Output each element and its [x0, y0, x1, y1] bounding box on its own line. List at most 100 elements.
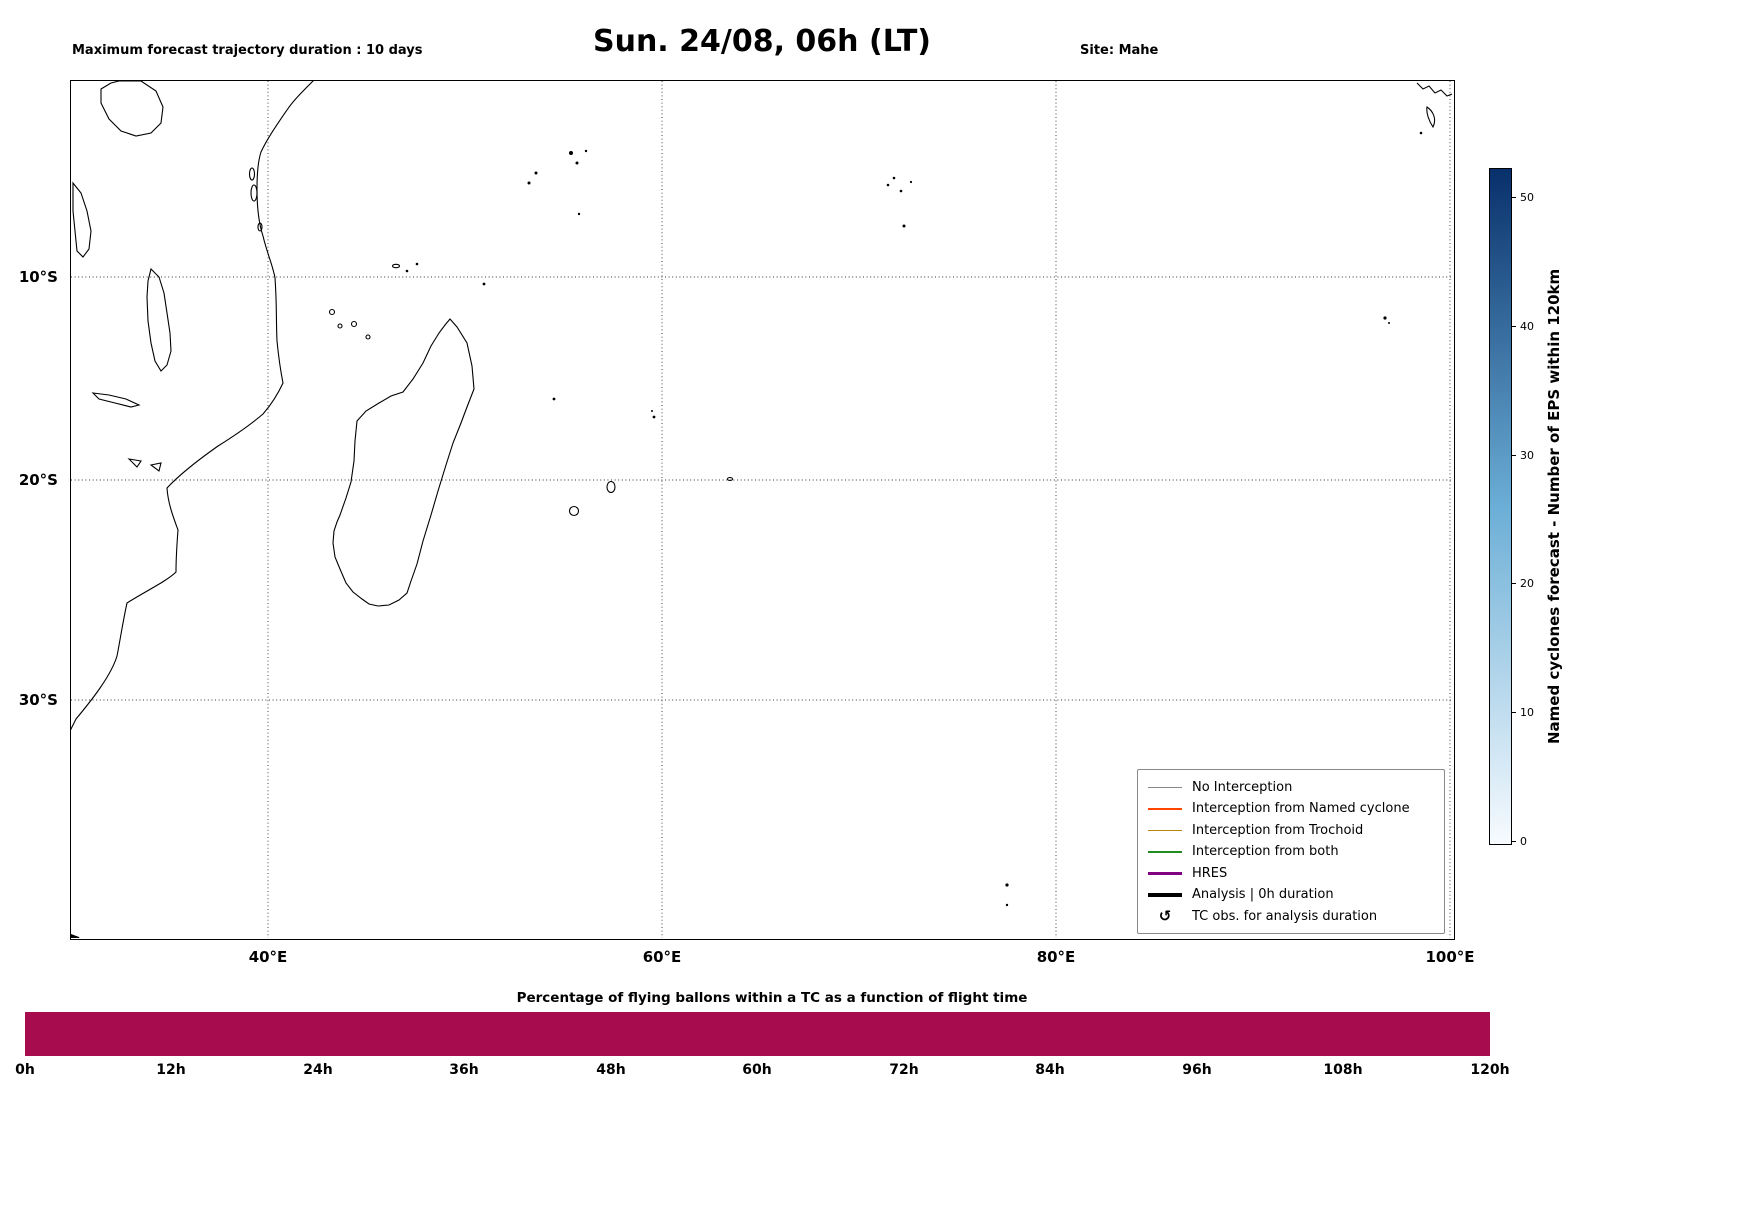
madagascar-coastline: [332, 318, 475, 607]
comoros-island: [328, 308, 336, 316]
amsterdam-island-dot: [1005, 883, 1009, 887]
map-y-tick: 10°S: [18, 268, 58, 286]
flight-time-tick: 24h: [303, 1062, 333, 1078]
colorbar-gradient: [1490, 169, 1511, 844]
flight-time-tick: 36h: [449, 1062, 479, 1078]
site-info-line: Site: Mahe: [1080, 43, 1159, 58]
diego-garcia-dot: [902, 224, 906, 228]
colorbar-tick: [1512, 455, 1516, 456]
pemba-island: [248, 167, 256, 181]
flight-time-tick: 108h: [1323, 1062, 1363, 1078]
legend-swatch: [1148, 808, 1182, 810]
colorbar-tick-label: 10: [1520, 706, 1534, 719]
lake-malawi: [146, 267, 172, 372]
africa-coastline: [71, 81, 314, 731]
cargados-dot: [651, 410, 653, 412]
legend-row: No Interception: [1148, 777, 1434, 799]
island-dots: [71, 131, 1423, 938]
flight-time-tick: 120h: [1470, 1062, 1510, 1078]
colorbar-axis-label: Named cyclones forecast - Number of EPS …: [1545, 268, 1563, 745]
cocos-islands-dot: [1383, 316, 1387, 320]
legend-label: Interception from Named cyclone: [1192, 801, 1410, 817]
seychelles-dot: [575, 161, 579, 165]
legend-row: Interception from Trochoid: [1148, 820, 1434, 842]
comoros-island: [350, 320, 358, 328]
legend-swatch: [1148, 829, 1182, 831]
legend-label: TC obs. for analysis duration: [1192, 908, 1378, 924]
legend-row: Interception from Named cyclone: [1148, 798, 1434, 820]
aldabra-group-dot: [415, 262, 419, 266]
mentawai-dot: [1419, 131, 1423, 135]
legend-label: Analysis | 0h duration: [1192, 887, 1334, 903]
zanzibar-island: [250, 184, 258, 202]
legend-row: ↺ TC obs. for analysis duration: [1148, 906, 1434, 928]
legend-row: HRES: [1148, 863, 1434, 885]
map-x-tick: 60°E: [642, 948, 682, 966]
flight-time-tick: 84h: [1035, 1062, 1065, 1078]
cargados-dot: [652, 415, 656, 419]
map-x-tick: 100°E: [1425, 948, 1475, 966]
flight-time-tick: 0h: [15, 1062, 35, 1078]
tromelin-dot: [552, 397, 556, 401]
legend-label: Interception from Trochoid: [1192, 822, 1364, 838]
lake-tanganyika: [72, 181, 92, 258]
aldabra-group-dot: [405, 269, 409, 273]
map-gridlines: [71, 81, 1453, 938]
chagos-dot: [892, 176, 896, 180]
legend-swatch: [1148, 851, 1182, 853]
colorbar-tick-label: 50: [1520, 191, 1534, 204]
sumatra-coast-fragment: [1416, 82, 1453, 97]
forecast-params-line: Maximum forecast trajectory duration : 1…: [72, 43, 423, 58]
aldabra-atoll: [391, 263, 401, 269]
farquhar-dot: [482, 282, 486, 286]
colorbar-tick: [1512, 841, 1516, 842]
page-title: Sun. 24/08, 06h (LT): [592, 24, 932, 59]
colorbar-tick: [1512, 583, 1516, 584]
colorbar-tick-label: 0: [1520, 835, 1527, 848]
colorbar-tick: [1512, 326, 1516, 327]
colorbar: [1489, 168, 1512, 845]
map-y-tick: 30°S: [18, 691, 58, 709]
st-paul-island-dot: [1005, 903, 1009, 907]
cocos-islands-dot: [1388, 322, 1390, 324]
chagos-dot: [899, 189, 903, 193]
colorbar-tick: [1512, 197, 1516, 198]
mayotte-island: [365, 334, 371, 340]
colorbar-tick-label: 20: [1520, 577, 1534, 590]
map-panel: No Interception Interception from Named …: [70, 80, 1455, 940]
map-x-tick: 40°E: [248, 948, 288, 966]
coastlines: [71, 81, 1453, 731]
flight-bar-title: Percentage of flying ballons within a TC…: [516, 990, 1028, 1006]
legend-swatch: ↺: [1158, 906, 1172, 925]
colorbar-tick-label: 40: [1520, 320, 1534, 333]
small-lake: [127, 458, 142, 468]
legend-row: Analysis | 0h duration: [1148, 884, 1434, 906]
lake-victoria: [100, 81, 164, 137]
chagos-dot: [909, 180, 913, 184]
colorbar-tick: [1512, 712, 1516, 713]
map-y-tick: 20°S: [18, 471, 58, 489]
seychelles-dot: [569, 151, 573, 155]
legend-row: Interception from both: [1148, 841, 1434, 863]
lake-cahora-bassa: [91, 392, 141, 408]
seychelles-dot: [577, 212, 581, 216]
map-legend: No Interception Interception from Named …: [1137, 768, 1445, 934]
legend-swatch: [1148, 893, 1182, 897]
mafia-island: [257, 222, 263, 232]
flight-time-tick: 60h: [742, 1062, 772, 1078]
flight-time-tick: 72h: [889, 1062, 919, 1078]
small-lake: [149, 462, 162, 472]
seychelles-dot: [584, 149, 588, 153]
chagos-dot: [886, 183, 890, 187]
legend-label: Interception from both: [1192, 844, 1339, 860]
flight-time-tick: 96h: [1182, 1062, 1212, 1078]
map-svg: [71, 81, 1453, 938]
flight-time-tick: 12h: [156, 1062, 186, 1078]
mauritius-island: [606, 480, 616, 494]
tc-percentage-bar: [25, 1012, 1490, 1056]
legend-swatch: [1148, 786, 1182, 788]
siberut-island: [1426, 106, 1436, 129]
legend-label: No Interception: [1192, 779, 1293, 795]
comoros-island: [337, 323, 343, 329]
corner-coast-fragment: [71, 934, 80, 938]
